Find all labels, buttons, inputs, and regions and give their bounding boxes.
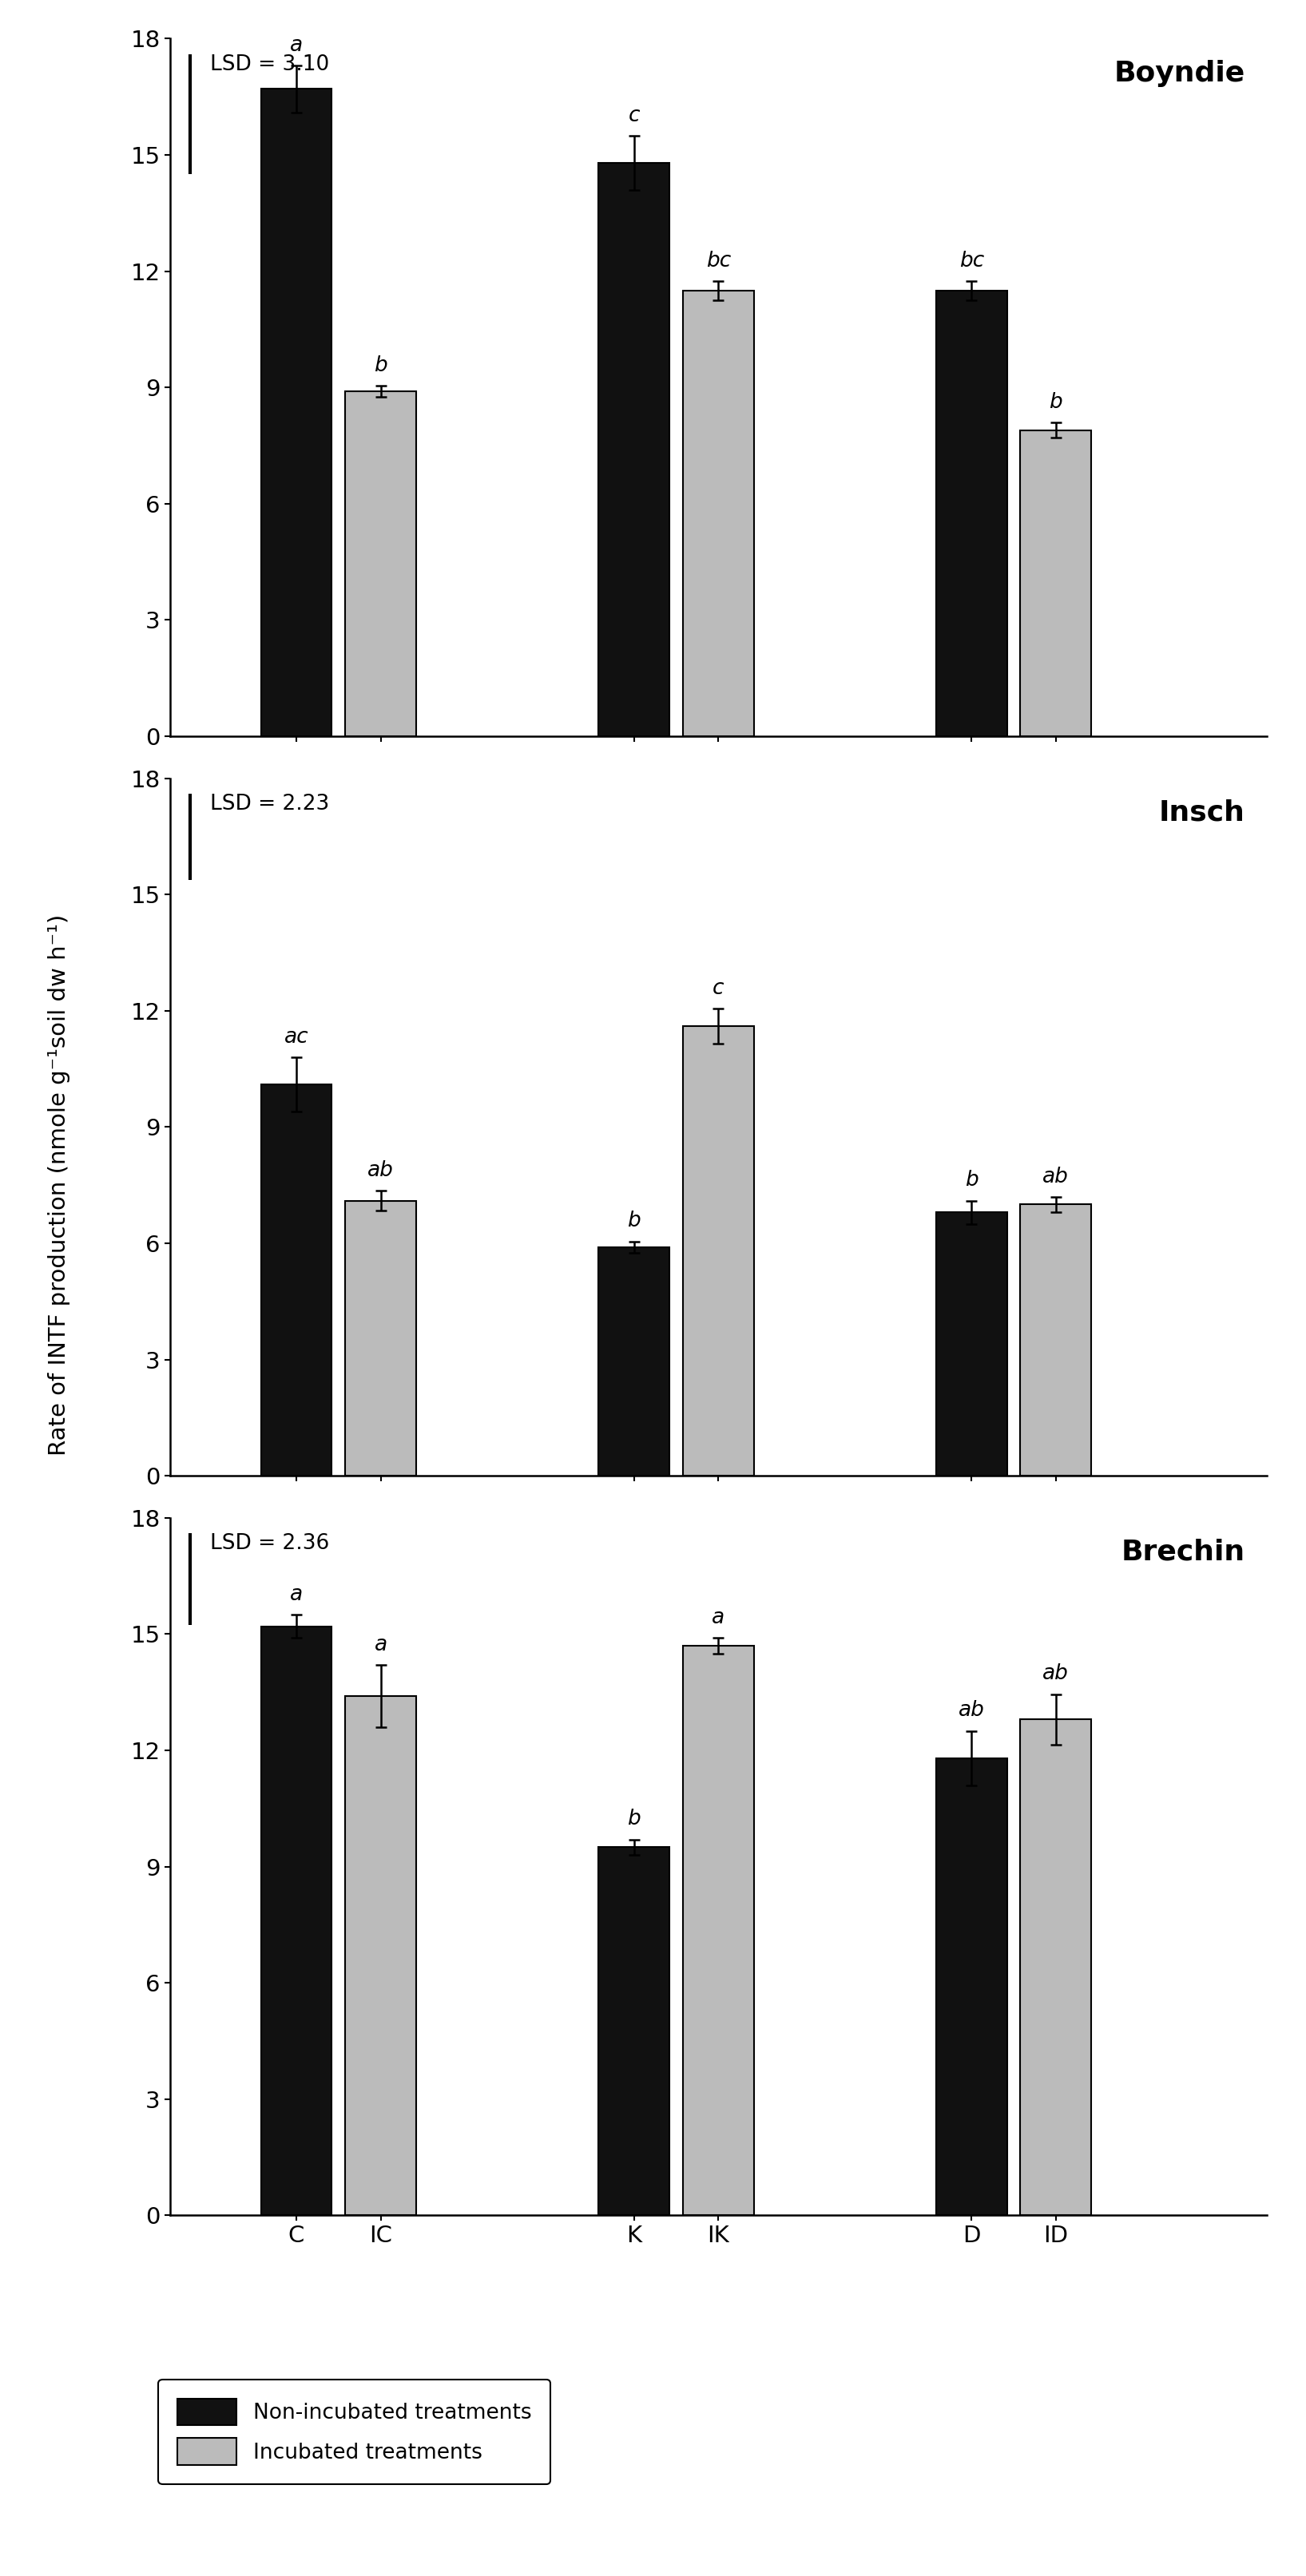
Text: b: b <box>965 1170 978 1190</box>
Text: ab: ab <box>1042 1664 1070 1685</box>
Text: bc: bc <box>705 250 731 270</box>
Bar <box>683 291 754 737</box>
Text: a: a <box>712 1607 725 1628</box>
Bar <box>1020 430 1092 737</box>
Bar <box>1020 1206 1092 1476</box>
Text: c: c <box>628 106 640 126</box>
Bar <box>345 1200 417 1476</box>
Text: a: a <box>375 1636 387 1656</box>
Text: b: b <box>374 355 388 376</box>
Bar <box>598 162 670 737</box>
Text: a: a <box>290 36 303 57</box>
Text: b: b <box>627 1211 641 1231</box>
Bar <box>1020 1718 1092 2215</box>
Text: Insch: Insch <box>1158 799 1245 827</box>
Bar <box>345 1695 417 2215</box>
Bar <box>261 1625 332 2215</box>
Text: b: b <box>627 1808 641 1829</box>
Text: c: c <box>713 979 724 999</box>
Bar <box>598 1247 670 1476</box>
Text: Brechin: Brechin <box>1121 1538 1245 1566</box>
Text: LSD = 2.36: LSD = 2.36 <box>210 1533 329 1553</box>
Bar <box>261 90 332 737</box>
Legend: Non-incubated treatments, Incubated treatments: Non-incubated treatments, Incubated trea… <box>158 2380 551 2483</box>
Bar <box>936 1213 1007 1476</box>
Text: LSD = 3.10: LSD = 3.10 <box>210 54 329 75</box>
Bar <box>936 1757 1007 2215</box>
Bar <box>683 1025 754 1476</box>
Text: a: a <box>290 1584 303 1605</box>
Text: b: b <box>1049 392 1063 412</box>
Text: ab: ab <box>1042 1167 1070 1188</box>
Bar <box>598 1847 670 2215</box>
Bar <box>345 392 417 737</box>
Bar <box>261 1084 332 1476</box>
Bar <box>936 291 1007 737</box>
Text: ac: ac <box>285 1028 308 1048</box>
Bar <box>683 1646 754 2215</box>
Text: Boyndie: Boyndie <box>1114 59 1245 88</box>
Text: bc: bc <box>959 250 983 270</box>
Text: ab: ab <box>367 1162 394 1182</box>
Text: ab: ab <box>959 1700 985 1721</box>
Text: LSD = 2.23: LSD = 2.23 <box>210 793 329 814</box>
Text: Rate of INTF production (nmole g⁻¹soil dw h⁻¹): Rate of INTF production (nmole g⁻¹soil d… <box>47 914 71 1455</box>
